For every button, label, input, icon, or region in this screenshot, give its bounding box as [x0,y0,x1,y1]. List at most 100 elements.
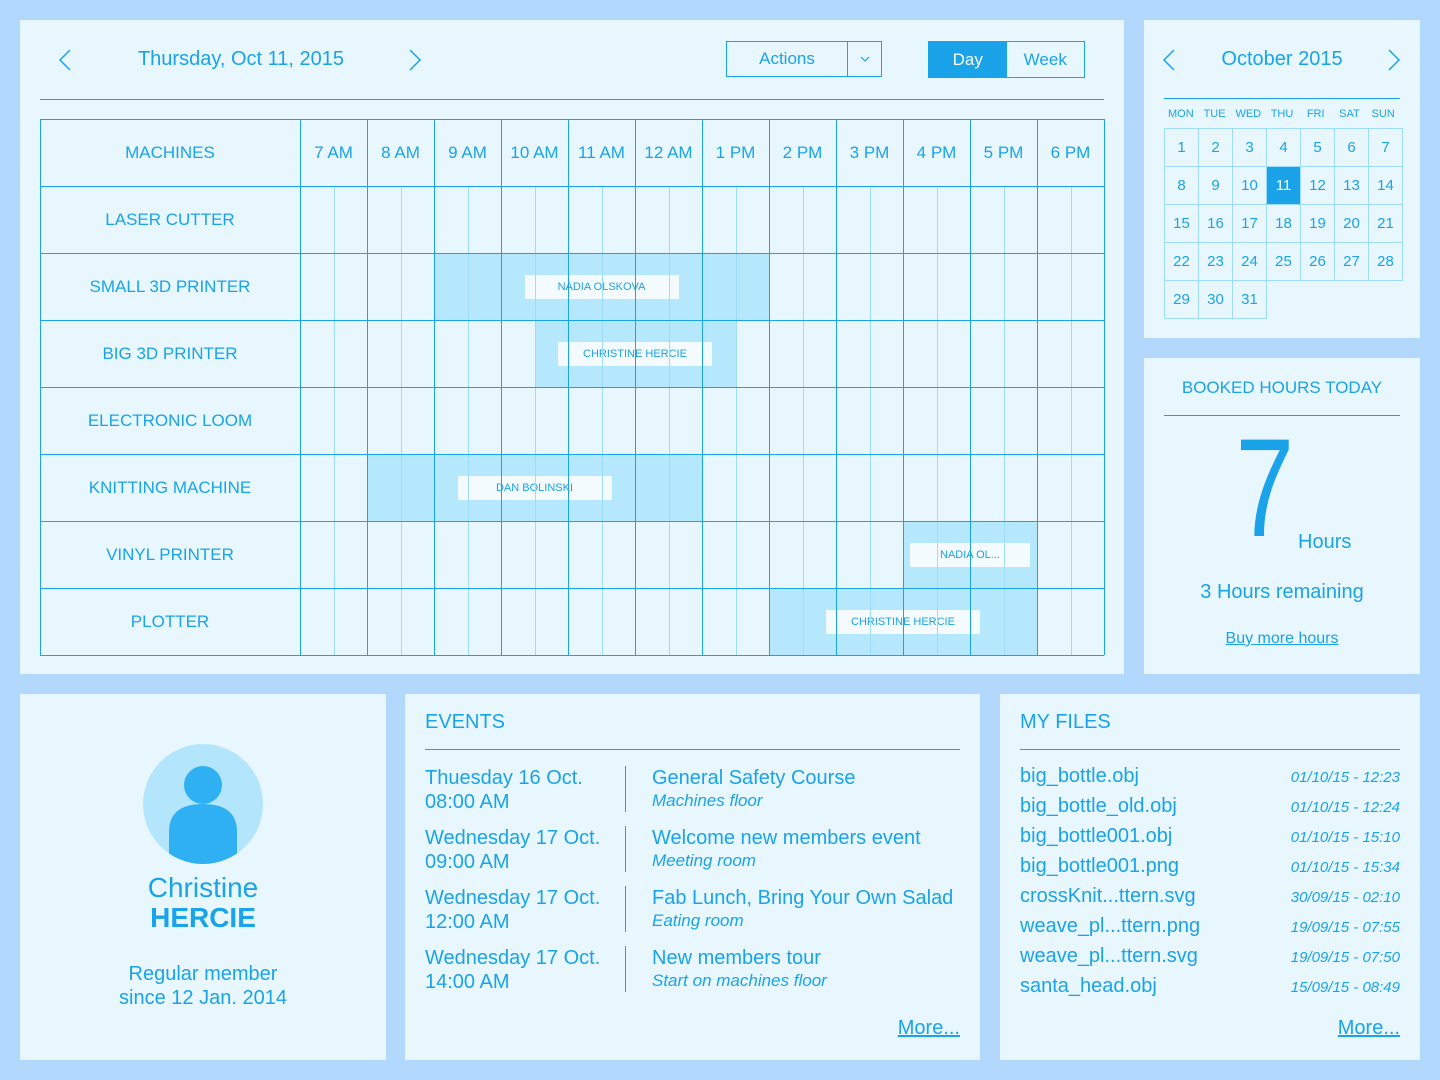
calendar-day[interactable]: 15 [1165,205,1199,243]
event-date: Thuesday 16 Oct. 08:00 AM [425,766,625,814]
hour-column-header: 10 AM [510,142,559,162]
event-day: Wednesday 17 Oct. [425,887,601,909]
calendar-day[interactable]: 8 [1165,167,1199,205]
file-row: weave_pl...ttern.svg 19/09/15 - 07:50 [1020,945,1400,975]
actions-dropdown[interactable]: Actions [726,41,882,77]
hour-column-header: 9 AM [448,142,487,162]
booked-divider [1164,415,1400,416]
booked-hours-panel: BOOKED HOURS TODAY 7 Hours 3 Hours remai… [1144,358,1420,674]
hour-column-header: 7 AM [314,142,353,162]
calendar-day[interactable]: 24 [1233,243,1267,281]
calendar-day[interactable]: 17 [1233,205,1267,243]
hours-remaining: 3 Hours remaining [1200,581,1364,603]
file-name-link[interactable]: big_bottle.obj [1020,765,1139,787]
next-month-arrow-icon[interactable] [1387,49,1401,71]
file-name-link[interactable]: weave_pl...ttern.svg [1020,945,1198,967]
event-day: Wednesday 17 Oct. [425,947,601,969]
calendar-day[interactable]: 13 [1335,167,1369,205]
file-name-link[interactable]: santa_head.obj [1020,975,1157,997]
calendar-day[interactable]: 5 [1301,129,1335,167]
file-name-link[interactable]: big_bottle001.obj [1020,825,1173,847]
event-time: 12:00 AM [425,911,510,933]
file-date: 15/09/15 - 08:49 [1290,979,1400,996]
event-title[interactable]: Welcome new members event [652,827,921,849]
view-toggle: Day Week [928,41,1085,78]
event-date: Wednesday 17 Oct. 09:00 AM [425,826,625,874]
file-row: big_bottle.obj 01/10/15 - 12:23 [1020,765,1400,795]
weekday-header: MON TUE WED THU FRI SAT SUN [1164,108,1400,120]
event-time: 14:00 AM [425,971,510,993]
calendar-day[interactable]: 9 [1199,167,1233,205]
file-row: weave_pl...ttern.png 19/09/15 - 07:55 [1020,915,1400,945]
file-name-link[interactable]: weave_pl...ttern.png [1020,915,1201,937]
calendar-day[interactable]: 14 [1369,167,1403,205]
calendar-day[interactable]: 30 [1199,281,1233,319]
grid-line [1070,186,1072,655]
calendar-day[interactable]: 20 [1335,205,1369,243]
calendar-day[interactable]: 11 [1267,167,1301,205]
machines-column-header: MACHINES [125,142,215,162]
calendar-day[interactable]: 23 [1199,243,1233,281]
chevron-down-icon[interactable] [848,42,881,76]
profile-panel: Christine HERCIE Regular member since 12… [20,694,386,1060]
user-avatar-icon[interactable] [143,744,263,864]
prev-day-arrow-icon[interactable] [58,49,72,71]
calendar-day[interactable]: 16 [1199,205,1233,243]
event-item[interactable]: Wednesday 17 Oct. 12:00 AM Fab Lunch, Brin… [425,886,965,946]
booked-hours-number: 7 [1235,409,1294,566]
event-title[interactable]: Fab Lunch, Bring Your Own Salad [652,887,954,909]
week-view-button[interactable]: Week [1023,49,1067,69]
file-row: santa_head.obj 15/09/15 - 08:49 [1020,975,1400,1005]
event-time: 09:00 AM [425,851,510,873]
schedule-grid: MACHINES NADIA OLSKOVA CHRISTINE HERCIE DA… [40,119,1105,656]
calendar-day[interactable]: 18 [1267,205,1301,243]
calendar-day[interactable]: 6 [1335,129,1369,167]
calendar-day[interactable]: 19 [1301,205,1335,243]
calendar-day[interactable]: 10 [1233,167,1267,205]
event-title[interactable]: General Safety Course [652,767,856,789]
day-view-button[interactable]: Day [929,42,1007,77]
grid-line [1003,186,1005,655]
event-item[interactable]: Thuesday 16 Oct. 08:00 AM General Safety C… [425,766,965,826]
calendar-day[interactable]: 31 [1233,281,1267,319]
calendar-day[interactable]: 27 [1335,243,1369,281]
calendar-day[interactable]: 25 [1267,243,1301,281]
grid-line [40,454,1104,455]
file-name-link[interactable]: big_bottle001.png [1020,855,1180,877]
file-name-link[interactable]: big_bottle_old.obj [1020,795,1177,817]
calendar-day[interactable]: 29 [1165,281,1199,319]
calendar-day[interactable]: 2 [1199,129,1233,167]
calendar-day[interactable]: 12 [1301,167,1335,205]
calendar-day[interactable]: 1 [1165,129,1199,167]
file-name-link[interactable]: crossKnit...ttern.svg [1020,885,1196,907]
file-date: 01/10/15 - 12:24 [1290,799,1400,816]
calendar-day[interactable]: 21 [1369,205,1403,243]
calendar-day[interactable]: 26 [1301,243,1335,281]
file-row: big_bottle001.obj 01/10/15 - 15:10 [1020,825,1400,855]
event-separator [625,826,626,872]
grid-line [40,253,1104,254]
files-more-link[interactable]: More... [1337,1017,1400,1039]
hour-column-header: 6 PM [1050,142,1091,162]
hour-column-header: 8 AM [381,142,420,162]
events-more-link[interactable]: More... [897,1017,960,1039]
calendar-month-title: October 2015 [1221,48,1343,70]
buy-more-hours-link[interactable]: Buy more hours [1225,630,1339,647]
calendar-day[interactable]: 22 [1165,243,1199,281]
calendar-day[interactable]: 3 [1233,129,1267,167]
prev-month-arrow-icon[interactable] [1162,49,1176,71]
calendar-day[interactable]: 7 [1369,129,1403,167]
event-item[interactable]: Wednesday 17 Oct. 09:00 AM Welcome new mem… [425,826,965,886]
machine-row-label: ELECTRONIC LOOM [87,410,253,430]
event-title[interactable]: New members tour [652,947,821,969]
events-title: EVENTS [425,711,506,733]
next-day-arrow-icon[interactable] [408,49,422,71]
event-location: Eating room [652,911,744,930]
grid-line [40,186,1104,187]
event-item[interactable]: Wednesday 17 Oct. 14:00 AM New members tou… [425,946,965,1006]
user-first-name: Christine [147,872,259,903]
schedule-date: Thursday, Oct 11, 2015 [137,48,345,70]
calendar-day[interactable]: 4 [1267,129,1301,167]
calendar-day[interactable]: 28 [1369,243,1403,281]
header-divider [40,99,1104,100]
